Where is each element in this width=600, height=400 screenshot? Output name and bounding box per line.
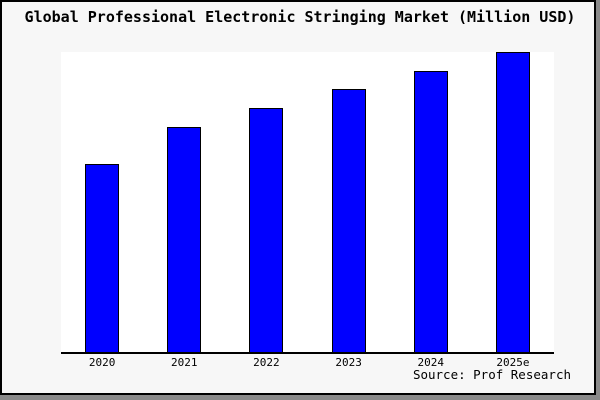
bar-2022: [249, 108, 284, 352]
x-axis-labels: 2020 2021 2022 2023 2024 2025e: [61, 356, 554, 369]
bar-slot-2025e: [472, 52, 554, 352]
x-tick-label-2025e: 2025e: [496, 356, 530, 369]
bars-row: [61, 52, 554, 352]
x-tick-label-2021: 2021: [171, 356, 198, 369]
x-tick-label-2020: 2020: [88, 356, 116, 369]
chart-title: Global Professional Electronic Stringing…: [24, 8, 576, 26]
bar-2020: [85, 163, 120, 352]
bar-2023: [331, 88, 366, 352]
bar-2025e: [495, 52, 530, 352]
bar-2021: [167, 127, 202, 352]
x-tick-label-2022: 2022: [253, 356, 280, 369]
bar-slot-2021: [143, 127, 225, 352]
bar-slot-2023: [308, 88, 390, 352]
x-tick-label-2023: 2023: [335, 356, 362, 369]
bar-slot-2022: [225, 108, 307, 352]
bar-2024: [413, 70, 448, 352]
bar-slot-2020: [61, 163, 143, 352]
bar-slot-2024: [390, 70, 472, 352]
x-tick-label-2024: 2024: [417, 356, 445, 369]
source-note: Source: Prof Research: [412, 367, 571, 382]
plot-area: [61, 52, 554, 354]
